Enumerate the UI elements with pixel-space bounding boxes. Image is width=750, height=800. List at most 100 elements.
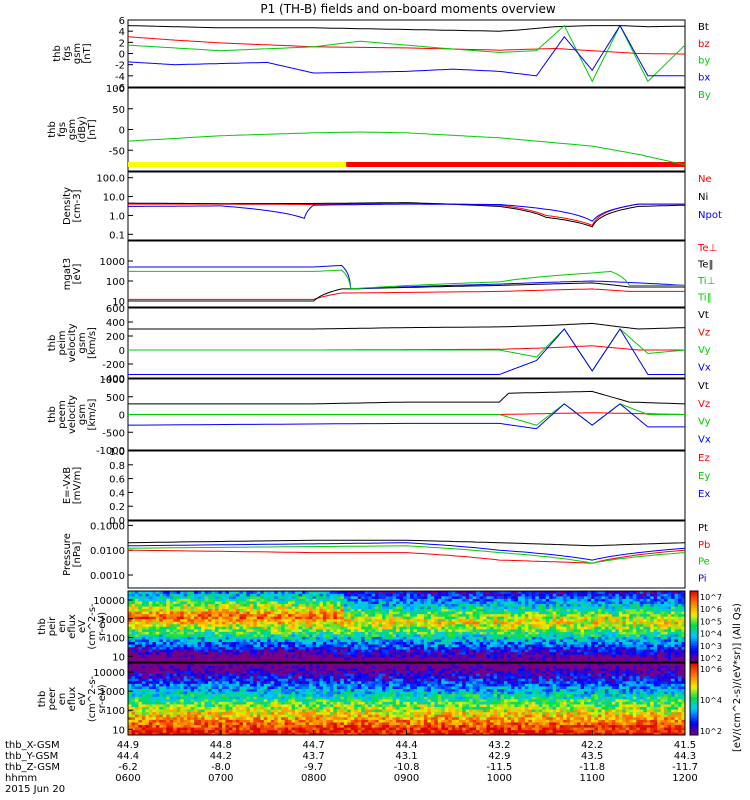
heatmap-cell <box>570 591 574 594</box>
heatmap-cell <box>162 719 167 723</box>
heatmap-cell <box>291 659 296 663</box>
heatmap-cell <box>416 591 421 594</box>
heatmap-cell <box>591 644 595 648</box>
heatmap-cell <box>490 623 494 627</box>
heatmap-cell <box>315 634 320 637</box>
heatmap-cell <box>625 659 630 663</box>
heatmap-cell <box>350 644 355 648</box>
heatmap-cell <box>413 593 418 597</box>
heatmap-cell <box>152 699 157 702</box>
heatmap-cell <box>357 639 362 643</box>
heatmap-cell <box>302 629 306 632</box>
heatmap-cell <box>396 623 400 627</box>
heatmap-cell <box>535 598 540 602</box>
heatmap-cell <box>173 646 178 650</box>
heatmap-cell <box>434 613 439 617</box>
heatmap-cell <box>660 593 665 597</box>
heatmap-cell <box>155 654 160 658</box>
heatmap-cell <box>597 626 602 630</box>
heatmap-cell <box>145 665 150 669</box>
heatmap-cell <box>503 644 508 648</box>
heatmap-cell <box>479 598 484 602</box>
heatmap-cell <box>392 641 397 645</box>
heatmap-cell <box>573 641 578 645</box>
heatmap-cell <box>671 631 675 635</box>
heatmap-cell <box>326 623 331 627</box>
heatmap-cell <box>208 649 212 653</box>
heatmap-cell <box>570 611 574 615</box>
heatmap-cell <box>465 641 470 645</box>
heatmap-cell <box>239 631 244 635</box>
heatmap-cell <box>580 591 585 594</box>
heatmap-cell <box>295 636 299 640</box>
heatmap-cell <box>563 613 567 617</box>
heatmap-cell <box>657 593 661 597</box>
heatmap-cell <box>291 641 296 645</box>
heatmap-cell <box>517 598 522 602</box>
heatmap-cell <box>281 654 285 658</box>
heatmap-cell <box>152 701 157 705</box>
heatmap-cell <box>441 596 446 599</box>
heatmap-cell <box>479 644 484 648</box>
heatmap-cell <box>333 654 338 658</box>
heatmap-cell <box>611 598 616 602</box>
heatmap-cell <box>660 649 665 653</box>
heatmap-cell <box>622 641 627 645</box>
heatmap-cell <box>476 611 480 615</box>
heatmap-cell <box>493 623 498 627</box>
heatmap-cell <box>556 636 560 640</box>
heatmap-cell <box>194 654 198 658</box>
heatmap-cell <box>413 641 418 645</box>
heatmap-cell <box>483 654 487 658</box>
heatmap-cell <box>476 639 480 643</box>
heatmap-cell <box>291 618 296 622</box>
heatmap-cell <box>472 596 477 599</box>
heatmap-cell <box>166 631 171 635</box>
legend-entry: Te⊥ <box>697 243 717 254</box>
heatmap-cell <box>427 651 432 655</box>
heatmap-cell <box>194 591 198 594</box>
heatmap-cell <box>131 675 136 679</box>
heatmap-cell <box>288 631 292 635</box>
heatmap-cell <box>416 644 421 648</box>
heatmap-cell <box>469 626 473 630</box>
heatmap-cell <box>486 591 491 594</box>
heatmap-cell <box>622 618 627 622</box>
heatmap-cell <box>500 651 505 655</box>
heatmap-cell <box>542 608 547 612</box>
heatmap-cell <box>256 611 261 615</box>
heatmap-cell <box>350 656 355 660</box>
heatmap-cell <box>451 613 456 617</box>
heatmap-cell <box>385 611 390 615</box>
heatmap-cell <box>211 646 216 650</box>
heatmap-cell <box>242 611 247 615</box>
heatmap-cell <box>549 649 554 653</box>
heatmap-cell <box>517 611 522 615</box>
heatmap-cell <box>497 591 501 594</box>
heatmap-cell <box>490 616 494 620</box>
heatmap-cell <box>235 591 240 594</box>
heatmap-cell <box>486 618 491 622</box>
heatmap-cell <box>215 649 219 653</box>
heatmap-cell <box>155 644 160 648</box>
heatmap-cell <box>517 618 522 622</box>
heatmap-cell <box>201 608 205 612</box>
heatmap-cell <box>427 621 432 625</box>
heatmap-cell <box>629 649 634 653</box>
heatmap-cell <box>336 651 341 655</box>
heatmap-cell <box>577 634 581 637</box>
heatmap-cell <box>260 634 265 637</box>
heatmap-cell <box>486 656 491 660</box>
heatmap-cell <box>486 654 491 658</box>
heatmap-cell <box>173 636 178 640</box>
heatmap-cell <box>134 623 139 627</box>
heatmap-cell <box>674 656 679 660</box>
heatmap-cell <box>448 601 453 604</box>
heatmap-cell <box>270 616 275 620</box>
heatmap-cell <box>148 714 153 718</box>
heatmap-cell <box>232 639 237 643</box>
heatmap-cell <box>403 598 407 602</box>
heatmap-cell <box>128 634 132 637</box>
heatmap-cell <box>451 654 456 658</box>
heatmap-cell <box>218 631 223 635</box>
